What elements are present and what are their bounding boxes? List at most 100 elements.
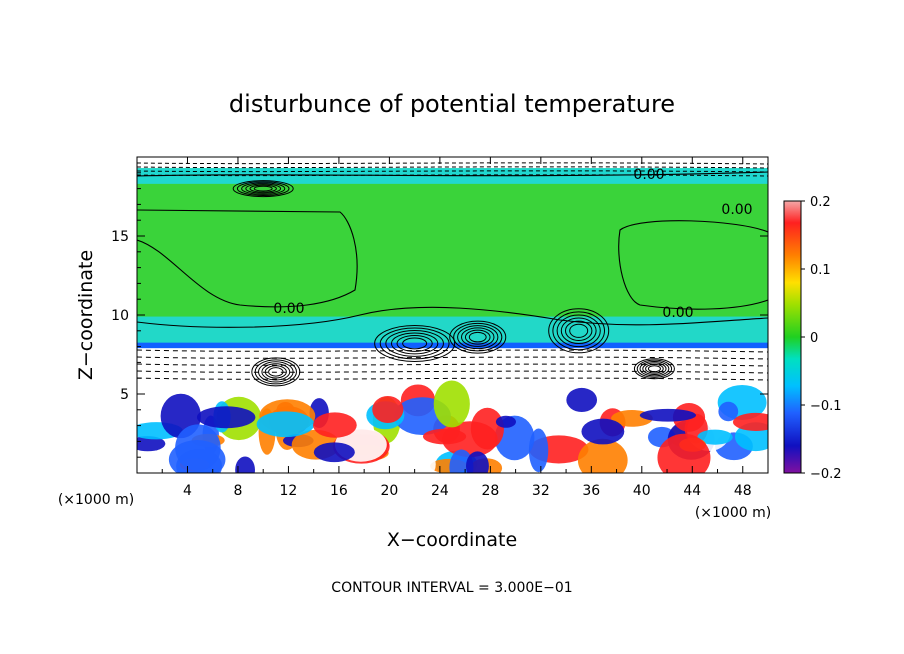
contour-label: 0.00 bbox=[721, 202, 752, 218]
contour-cluster bbox=[647, 365, 661, 373]
disturbance-cell bbox=[566, 387, 598, 412]
contour-cluster bbox=[249, 184, 277, 193]
disturbance-cell bbox=[137, 436, 166, 452]
colorbar-tick-label: −0.2 bbox=[810, 467, 842, 482]
contour-cluster bbox=[636, 359, 673, 378]
disturbance-cell bbox=[256, 411, 315, 438]
disturbance-cell bbox=[495, 415, 516, 428]
x-unit-left: (×1000 m) bbox=[58, 492, 134, 508]
chart-title: disturbunce of potential temperature bbox=[229, 90, 675, 118]
y-tick-label: 5 bbox=[120, 387, 129, 403]
colorbar-tick-label: 0.2 bbox=[810, 195, 831, 210]
x-tick-label: 16 bbox=[330, 483, 348, 499]
y-axis-label: Z−coordinate bbox=[75, 250, 97, 380]
x-axis-label: X−coordinate bbox=[387, 529, 517, 551]
colorbar-tick-label: −0.1 bbox=[810, 399, 842, 414]
contour-cluster bbox=[396, 335, 433, 352]
zero-contour bbox=[618, 220, 768, 310]
x-tick-label: 28 bbox=[481, 483, 499, 499]
contour-cluster bbox=[457, 325, 499, 350]
x-tick-label: 44 bbox=[683, 483, 701, 499]
negative-contour bbox=[137, 174, 768, 177]
heatmap-area bbox=[137, 157, 768, 473]
disturbance-cell bbox=[577, 438, 628, 473]
contour-cluster bbox=[552, 311, 606, 351]
x-axis: 4 8 12 16 20 24 28 32 36 40 44 48 bbox=[161, 157, 752, 499]
layer-band bbox=[137, 342, 768, 349]
layer-band bbox=[137, 164, 768, 347]
contour-cluster bbox=[254, 359, 297, 385]
contour-cluster bbox=[261, 363, 291, 381]
disturbance-cell bbox=[639, 408, 697, 422]
contour-interval-note: CONTOUR INTERVAL = 3.000E−01 bbox=[331, 580, 572, 596]
disturbance-cell bbox=[697, 429, 733, 445]
contour-cluster bbox=[569, 323, 589, 338]
negative-contour bbox=[137, 170, 768, 173]
contour-cluster bbox=[236, 181, 290, 196]
contour-cluster bbox=[232, 180, 294, 198]
contour-cluster bbox=[245, 183, 282, 194]
contour-cluster bbox=[565, 320, 593, 341]
contour-cluster bbox=[560, 317, 597, 345]
y-axis: 5 10 15 bbox=[111, 172, 768, 458]
colorbar-tick-label: 0 bbox=[810, 331, 818, 346]
contour-cluster bbox=[633, 358, 675, 380]
contour-cluster bbox=[639, 361, 670, 377]
disturbance-cell bbox=[395, 446, 436, 473]
contour-cluster bbox=[453, 322, 503, 352]
contour-cluster bbox=[402, 337, 428, 350]
colorbar: 0.2 0.1 0 −0.1 −0.2 bbox=[783, 195, 842, 482]
negative-contour bbox=[137, 162, 768, 165]
contour-cluster bbox=[390, 332, 439, 355]
disturbance-cell bbox=[718, 401, 739, 422]
contour-label: 0.00 bbox=[633, 167, 664, 183]
x-tick-label: 12 bbox=[280, 483, 298, 499]
disturbance-cell bbox=[657, 433, 711, 473]
contour-label: 0.00 bbox=[662, 305, 693, 321]
contour-cluster bbox=[253, 185, 273, 192]
disturbance-cell bbox=[235, 456, 255, 473]
x-tick-label: 8 bbox=[233, 483, 242, 499]
disturbance-cell bbox=[466, 451, 489, 473]
contour-cluster bbox=[449, 320, 507, 354]
contour-cluster bbox=[461, 327, 495, 347]
x-tick-label: 32 bbox=[532, 483, 550, 499]
x-tick-label: 48 bbox=[734, 483, 752, 499]
disturbance-cell bbox=[732, 412, 768, 431]
negative-contour bbox=[137, 166, 768, 169]
disturbance-cell bbox=[422, 428, 467, 445]
contour-cluster bbox=[556, 314, 601, 348]
y-tick-label: 15 bbox=[111, 229, 129, 245]
contour-cluster bbox=[264, 365, 287, 379]
contour-cluster bbox=[374, 324, 456, 362]
contour-labels: 0.00 0.00 0.00 0.00 bbox=[273, 167, 752, 321]
contour-cluster bbox=[548, 308, 610, 354]
disturbance-cell bbox=[175, 424, 221, 471]
contour-cluster bbox=[379, 327, 450, 360]
contour-cluster bbox=[258, 361, 294, 383]
disturbance-cell bbox=[581, 418, 625, 445]
disturbance-cell bbox=[470, 407, 504, 450]
contour-label: 0.00 bbox=[273, 301, 304, 317]
contour-cluster bbox=[642, 362, 667, 376]
zero-contour bbox=[137, 306, 768, 328]
disturbance-cell bbox=[196, 406, 256, 429]
disturbance-cell bbox=[313, 442, 355, 463]
x-tick-label: 40 bbox=[633, 483, 651, 499]
contour-cluster bbox=[251, 357, 301, 387]
contour-cluster bbox=[464, 329, 491, 345]
contour-cluster bbox=[241, 182, 286, 195]
zero-contour bbox=[137, 209, 358, 308]
disturbance-cell bbox=[313, 412, 357, 438]
y-tick-label: 10 bbox=[111, 308, 129, 324]
x-tick-label: 36 bbox=[582, 483, 600, 499]
contour-cluster bbox=[468, 331, 487, 343]
x-tick-label: 24 bbox=[431, 483, 449, 499]
contour-cluster bbox=[645, 363, 664, 374]
contour-cluster bbox=[268, 367, 284, 377]
disturbance-cell bbox=[433, 380, 470, 428]
disturbance-cell bbox=[372, 395, 404, 424]
colorbar-tick-label: 0.1 bbox=[810, 263, 831, 278]
x-tick-label: 20 bbox=[380, 483, 398, 499]
